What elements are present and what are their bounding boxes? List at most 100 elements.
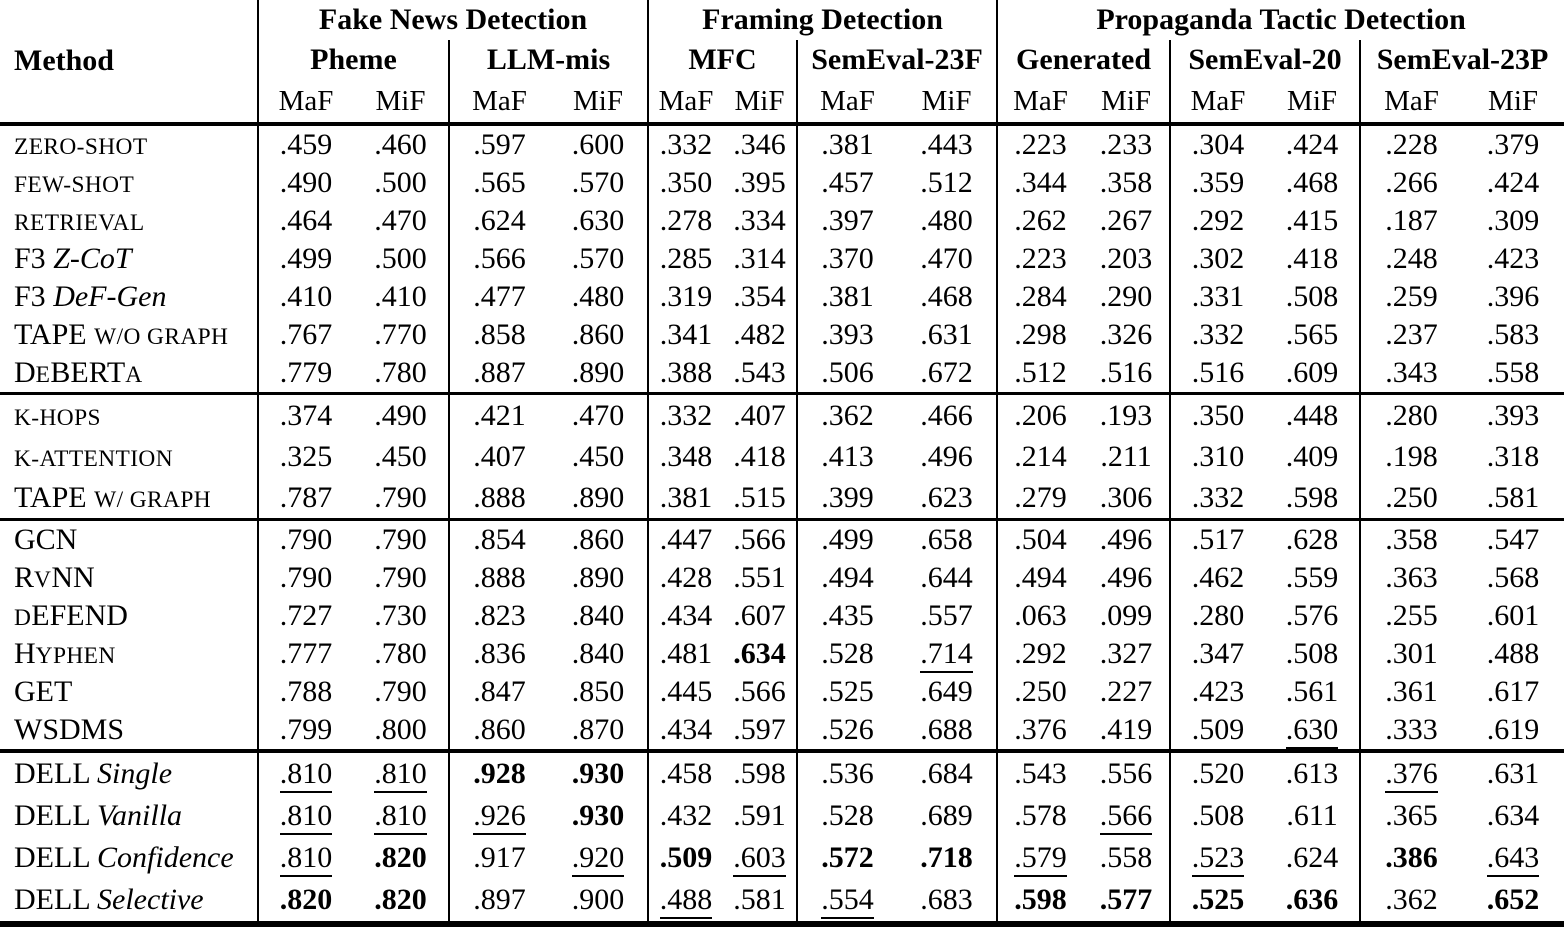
score: .332: [1191, 480, 1245, 514]
metric-value: .325: [257, 436, 353, 477]
score: .684: [920, 757, 973, 790]
score: .578: [1014, 799, 1067, 832]
metric-value: .266: [1359, 164, 1463, 202]
metric-value: .644: [897, 559, 997, 597]
metric-value: .780: [353, 354, 449, 394]
score: .415: [1285, 204, 1339, 237]
metric-value: .718: [897, 837, 997, 879]
metric-value: .374: [257, 393, 353, 436]
second-best-score: .488: [659, 883, 713, 919]
metric-value: .445: [647, 673, 724, 711]
second-best-score: .810: [279, 841, 333, 877]
metric-value: .543: [996, 751, 1084, 795]
table-row: Hyphen .777 .780 .836 .840 .481 .634 .528 .714 .2…: [0, 635, 1564, 673]
score: .780: [374, 356, 427, 389]
metric-value: .607: [723, 597, 797, 635]
score: .459: [279, 128, 333, 161]
score: .248: [1385, 242, 1438, 275]
metric-value: .630: [549, 202, 648, 240]
metric-value: .601: [1462, 597, 1564, 635]
metric-value: .332: [647, 124, 724, 164]
score: .376: [1014, 713, 1067, 746]
score: .499: [279, 242, 333, 275]
metric-value: .302: [1169, 240, 1266, 278]
score: .292: [1014, 637, 1067, 670]
metric-value: .557: [897, 597, 997, 635]
score: .613: [1285, 757, 1339, 790]
score: .435: [821, 599, 874, 632]
metric-value: .327: [1083, 635, 1170, 673]
metric-value: .278: [647, 202, 724, 240]
metric-value: .381: [647, 477, 724, 520]
score: .418: [733, 439, 786, 473]
metric-value: .063: [996, 597, 1084, 635]
section-supervised-baselines: GCN .790 .790 .854 .860 .447 .566 .499 .658 .504.…: [0, 519, 1564, 751]
score: .374: [279, 398, 333, 432]
method-text: v: [34, 567, 52, 593]
score: .333: [1385, 713, 1438, 746]
score: .631: [1486, 757, 1540, 790]
metric-value: .598: [996, 879, 1084, 924]
metric-value: .847: [448, 673, 549, 711]
metric-value: .326: [1083, 316, 1170, 354]
section-graph-baselines: k-hops .374 .490 .421 .470 .332 .407 .362 .466 .2…: [0, 393, 1564, 520]
metric-value: .344: [996, 164, 1084, 202]
score: .332: [659, 398, 713, 432]
score: .206: [1014, 398, 1067, 432]
table-row: DeBERTa .779 .780 .887 .890 .388 .543 .506 .672.…: [0, 354, 1564, 394]
metric-value: .577: [1083, 879, 1170, 924]
score: .823: [473, 599, 526, 632]
score: .407: [733, 398, 786, 432]
score: .424: [1285, 128, 1339, 161]
score: .860: [571, 318, 625, 351]
score: .630: [571, 204, 625, 237]
metric-value: .730: [353, 597, 449, 635]
method-text: a: [125, 362, 143, 388]
score: .609: [1285, 356, 1339, 389]
method-text: Few-shot: [14, 172, 135, 198]
metric-value: .490: [353, 394, 449, 437]
second-best-score: .714: [920, 637, 973, 673]
method-label: k-attention: [0, 436, 258, 477]
score: .547: [1486, 523, 1540, 556]
metric-value: .279: [996, 477, 1084, 520]
metric-value: .423: [1462, 240, 1564, 278]
metric-value: .790: [353, 559, 449, 597]
score: .434: [659, 599, 713, 632]
score: .193: [1099, 398, 1153, 432]
method-column-header: Method: [14, 44, 114, 77]
metric-value: .500: [353, 164, 449, 202]
score: .350: [659, 166, 713, 199]
metric-value: .800: [353, 711, 449, 751]
score: .858: [473, 318, 526, 351]
metric-value: .314: [723, 240, 797, 278]
metric-value: .500: [353, 240, 449, 278]
score: .450: [571, 439, 625, 473]
score: .800: [374, 713, 427, 746]
metric-value: .509: [647, 837, 724, 879]
score: .787: [279, 480, 333, 514]
metric-value: .547: [1462, 520, 1564, 560]
metric-value: .780: [353, 635, 449, 673]
score: .779: [279, 356, 333, 389]
method-text: DELL: [14, 883, 98, 916]
metric-value: .658: [897, 520, 997, 560]
score: .468: [920, 280, 973, 313]
metric-value: .526: [796, 711, 898, 751]
metric-value: .346: [723, 124, 797, 164]
score: .860: [571, 523, 625, 556]
metric-value: .361: [1359, 673, 1463, 711]
score: .581: [733, 883, 786, 916]
score: .672: [920, 356, 973, 389]
table-row: TAPE w/o graph .767 .770 .858 .860 .341 .482 .3…: [0, 316, 1564, 354]
metric-value: .860: [448, 711, 549, 751]
score: .396: [1486, 280, 1540, 313]
metric-value: .890: [549, 477, 648, 520]
metric-value: .228: [1359, 124, 1463, 164]
metric-value: .636: [1265, 879, 1360, 924]
dataset-header-mfc: MFC: [647, 40, 798, 80]
metric-value: .558: [1462, 354, 1564, 394]
score: .458: [659, 757, 713, 790]
metric-value: .290: [1083, 278, 1170, 316]
metric-value: .450: [549, 436, 648, 477]
